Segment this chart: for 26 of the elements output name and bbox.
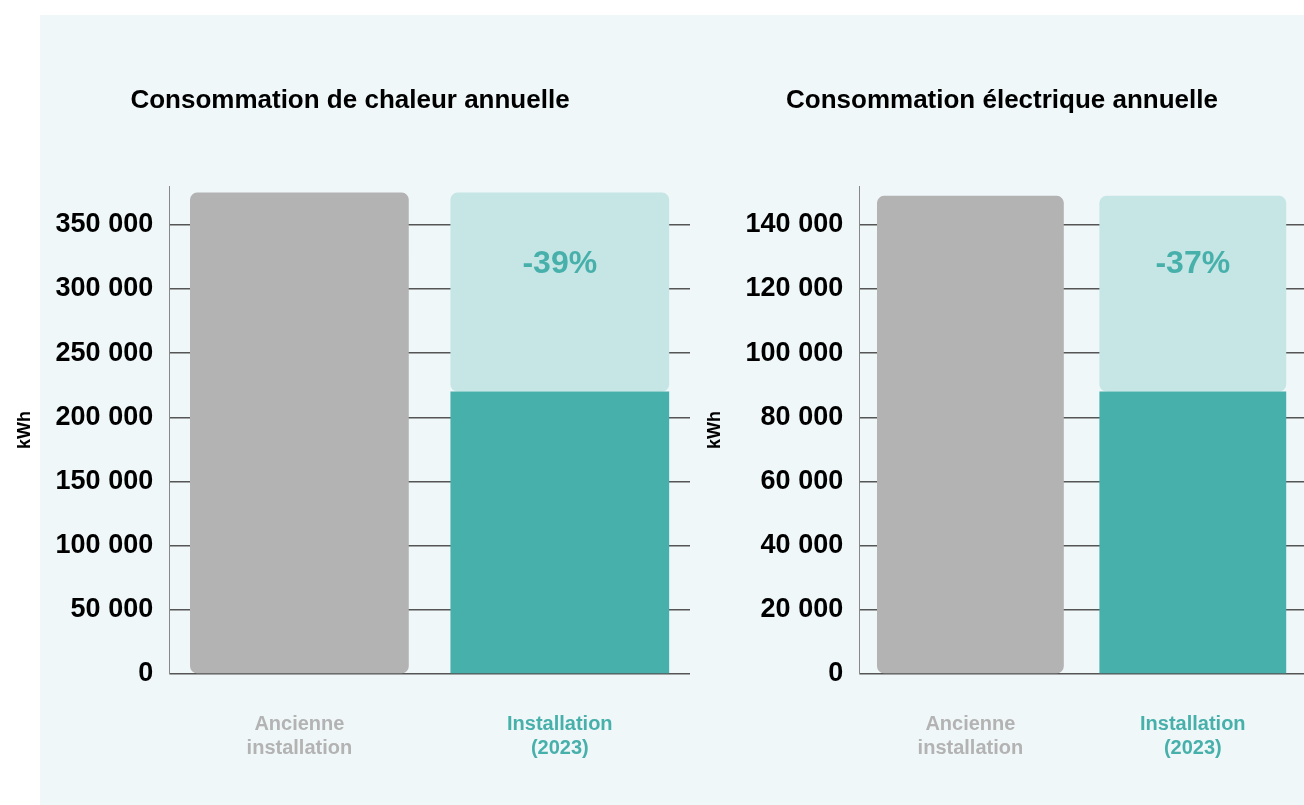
- y-tick-label: 20 000: [760, 593, 844, 624]
- y-axis-title: kWh: [703, 411, 724, 450]
- y-tick-label: 120 000: [745, 272, 844, 303]
- y-tick-label: 140 000: [745, 208, 844, 239]
- annotation: -39%: [522, 244, 598, 281]
- y-tick-label: 60 000: [760, 464, 844, 495]
- y-tick-label: 200 000: [55, 400, 154, 431]
- x-tick-label: Ancienne installation: [917, 711, 1024, 758]
- y-tick-label: 100 000: [745, 336, 844, 367]
- y-tick-label: 150 000: [55, 464, 154, 495]
- y-tick-label: 350 000: [55, 208, 154, 239]
- chart-title: Consommation électrique annuelle: [786, 83, 1218, 114]
- x-tick-label: Installation (2023): [507, 711, 613, 758]
- y-tick-label: 0: [828, 657, 844, 688]
- y-tick-label: 300 000: [55, 272, 154, 303]
- y-tick-label: 250 000: [55, 336, 154, 367]
- y-tick-label: 40 000: [760, 529, 844, 560]
- chart-title: Consommation de chaleur annuelle: [130, 83, 570, 114]
- annotation: -37%: [1155, 244, 1231, 281]
- y-tick-label: 80 000: [760, 400, 844, 431]
- y-axis-title: kWh: [13, 411, 34, 450]
- x-tick-label: Installation (2023): [1140, 711, 1246, 758]
- y-tick-label: 0: [138, 657, 154, 688]
- x-tick-label: Ancienne installation: [246, 711, 353, 758]
- y-tick-label: 50 000: [70, 593, 154, 624]
- y-tick-label: 100 000: [55, 529, 154, 560]
